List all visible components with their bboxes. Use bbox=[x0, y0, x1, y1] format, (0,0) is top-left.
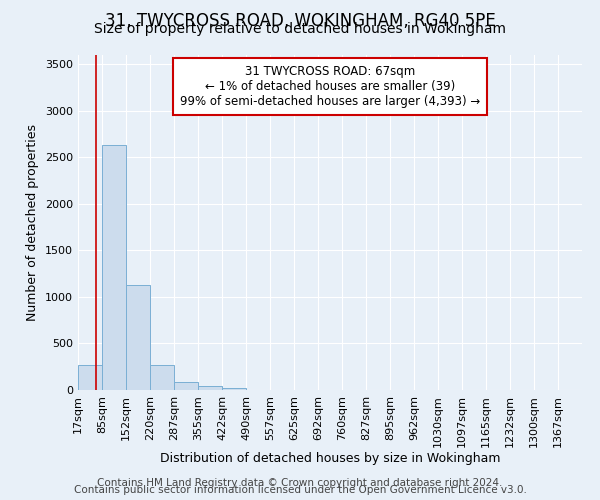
Bar bbox=[126, 285, 150, 390]
Text: Contains HM Land Registry data © Crown copyright and database right 2024.: Contains HM Land Registry data © Crown c… bbox=[97, 478, 503, 488]
Text: Contains public sector information licensed under the Open Government Licence v3: Contains public sector information licen… bbox=[74, 485, 526, 495]
Bar bbox=[174, 382, 198, 390]
Text: 31 TWYCROSS ROAD: 67sqm
← 1% of detached houses are smaller (39)
99% of semi-det: 31 TWYCROSS ROAD: 67sqm ← 1% of detached… bbox=[180, 65, 480, 108]
Bar bbox=[102, 146, 127, 390]
Text: Size of property relative to detached houses in Wokingham: Size of property relative to detached ho… bbox=[94, 22, 506, 36]
Bar bbox=[222, 388, 246, 390]
X-axis label: Distribution of detached houses by size in Wokingham: Distribution of detached houses by size … bbox=[160, 452, 500, 466]
Bar bbox=[78, 365, 102, 390]
Text: 31, TWYCROSS ROAD, WOKINGHAM, RG40 5PE: 31, TWYCROSS ROAD, WOKINGHAM, RG40 5PE bbox=[104, 12, 496, 30]
Y-axis label: Number of detached properties: Number of detached properties bbox=[26, 124, 40, 321]
Bar bbox=[198, 386, 223, 390]
Bar bbox=[150, 366, 175, 390]
